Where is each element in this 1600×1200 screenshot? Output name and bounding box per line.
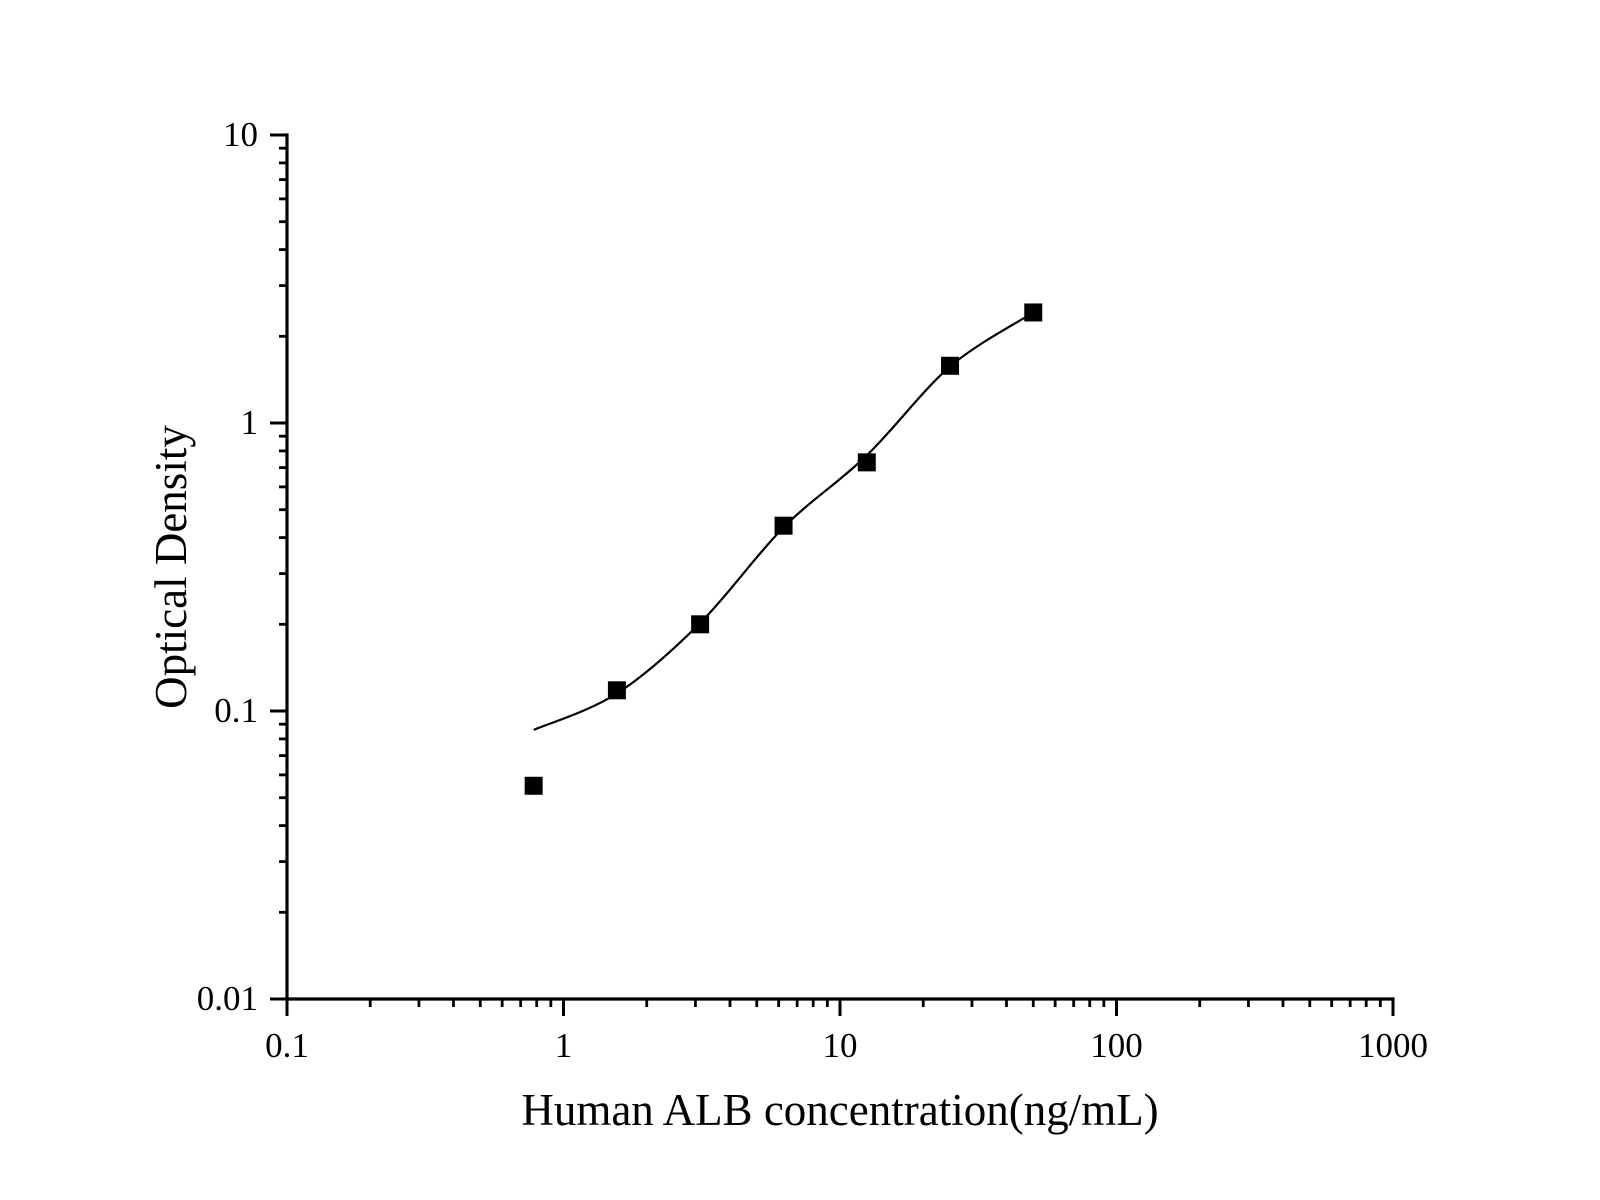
x-axis-title: Human ALB concentration(ng/mL) — [521, 1085, 1158, 1135]
y-tick-label: 10 — [223, 115, 258, 154]
data-point-marker — [857, 453, 876, 472]
y-axis-title: Optical Density — [146, 425, 196, 709]
x-tick-label: 0.1 — [265, 1026, 309, 1065]
y-tick-label: 0.1 — [214, 691, 258, 730]
data-point-marker — [774, 516, 793, 535]
x-tick-label: 100 — [1090, 1026, 1143, 1065]
x-tick-label: 1000 — [1358, 1026, 1428, 1065]
data-point-marker — [607, 681, 626, 700]
data-point-marker — [941, 356, 960, 375]
data-point-marker — [691, 615, 710, 634]
data-point-marker — [1024, 303, 1043, 322]
data-point-marker — [524, 776, 543, 795]
y-tick-label: 0.01 — [197, 979, 258, 1018]
x-tick-label: 10 — [823, 1026, 858, 1065]
y-tick-label: 1 — [241, 403, 259, 442]
x-tick-label: 1 — [555, 1026, 573, 1065]
